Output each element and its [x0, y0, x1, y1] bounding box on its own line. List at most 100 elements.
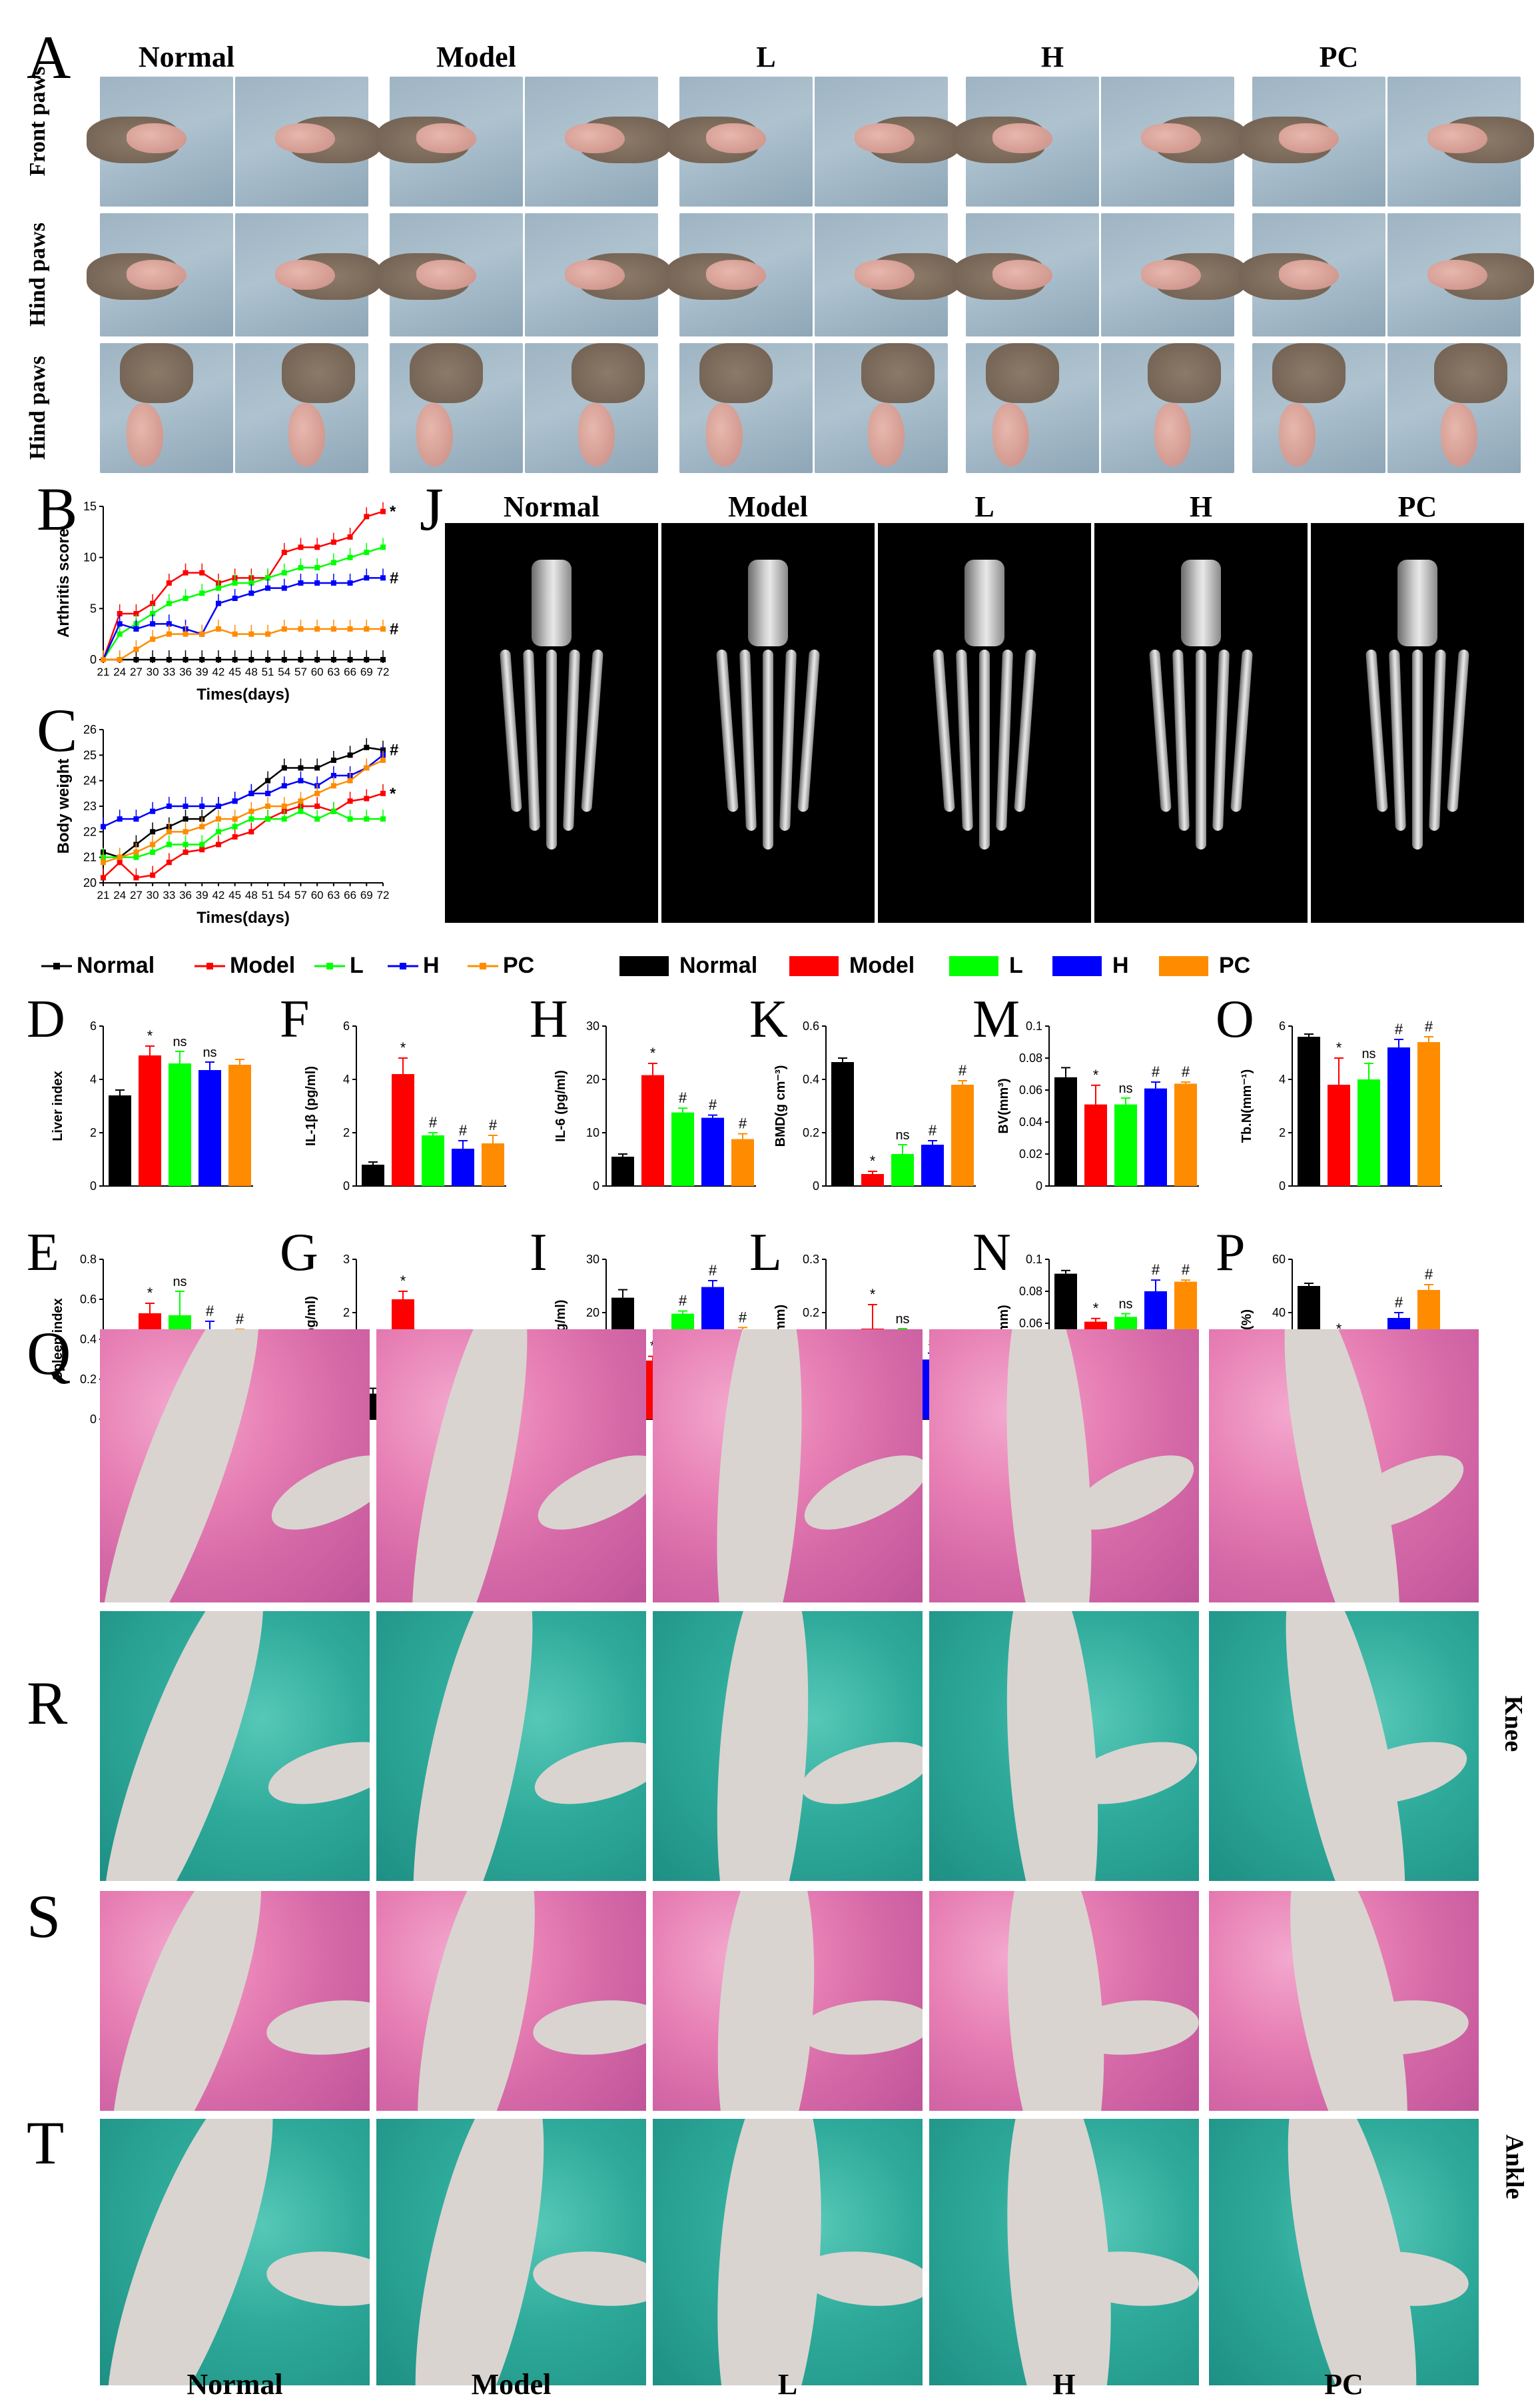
histology-image — [653, 1611, 923, 1881]
row-label-hind-paws-1: Hind paws — [25, 223, 50, 326]
y-tick-label: 30 — [586, 1253, 599, 1266]
data-point — [248, 631, 254, 637]
y-tick-label: 25 — [83, 748, 97, 762]
fur-shape — [861, 343, 935, 403]
metatarsal-bone — [1014, 649, 1036, 812]
fur-shape — [699, 343, 773, 403]
x-tick-label: 33 — [163, 889, 175, 902]
x-tick-label: 63 — [327, 666, 340, 678]
bar-l — [169, 1063, 191, 1186]
paw-shape — [1154, 403, 1191, 466]
significance-mark: # — [1182, 1261, 1190, 1278]
ct-title-l: L — [974, 490, 994, 523]
bar-h — [921, 1145, 944, 1186]
data-point — [265, 631, 271, 637]
legend-swatch-l — [949, 956, 998, 976]
panel-label-l: L — [749, 1223, 782, 1282]
panel-label-e: E — [27, 1223, 59, 1282]
paw-shape — [127, 260, 187, 290]
x-axis-label: Times(days) — [196, 909, 290, 927]
data-point — [347, 752, 353, 758]
joint-space — [389, 2119, 570, 2385]
paw-shape — [275, 123, 335, 153]
paw-photo — [376, 213, 523, 336]
joint-space — [100, 1329, 287, 1602]
data-point — [330, 626, 336, 632]
histology-image — [1209, 1891, 1479, 2111]
panel-label-q: Q — [27, 1319, 71, 1387]
bar-l — [1114, 1104, 1137, 1186]
y-tick-label: 0.06 — [1019, 1317, 1042, 1330]
y-tick-label: 0 — [90, 1179, 97, 1193]
paw-photo — [679, 343, 813, 473]
joint-space — [394, 1891, 559, 2111]
data-point — [298, 580, 304, 586]
histology-image — [1209, 2119, 1479, 2385]
significance-mark: * — [650, 1045, 656, 1061]
series-line-pc — [103, 759, 384, 864]
y-tick-label: 0 — [90, 653, 97, 666]
joint-space — [528, 1440, 646, 1545]
y-tick-label: 40 — [1272, 1306, 1286, 1319]
paw-shape — [1441, 403, 1477, 466]
legend-swatch-normal — [619, 956, 669, 976]
data-point — [166, 842, 172, 848]
data-point — [347, 626, 353, 632]
joint-space — [530, 1995, 646, 2060]
paw-shape — [706, 123, 766, 153]
paw-shape — [1427, 260, 1487, 290]
data-point — [199, 657, 205, 662]
y-tick-label: 10 — [83, 551, 97, 564]
bar-h — [452, 1149, 474, 1186]
data-point — [232, 580, 238, 586]
significance-mark: # — [236, 1311, 244, 1327]
series-line-h — [102, 577, 383, 660]
data-point — [265, 804, 271, 809]
y-tick-label: 0 — [593, 1179, 599, 1193]
paw-photo — [525, 343, 658, 473]
bar-h — [198, 1070, 221, 1186]
bar-normal — [362, 1165, 384, 1186]
y-tick-label: 0.08 — [1019, 1051, 1042, 1065]
metatarsal-bone — [979, 650, 990, 850]
histology-image — [100, 1891, 370, 2111]
paw-photo — [1101, 343, 1234, 473]
group-title-normal: Normal — [138, 41, 235, 73]
panel-label-a: A — [27, 23, 71, 91]
metatarsal-bone — [763, 650, 773, 850]
y-tick-label: 0.2 — [803, 1126, 819, 1139]
significance-mark: * — [390, 503, 396, 521]
significance-mark: # — [679, 1089, 687, 1106]
tarsal-bone — [532, 560, 572, 646]
paw-photo — [1239, 213, 1385, 336]
legend-label-h: H — [423, 953, 440, 978]
bar-normal — [831, 1062, 854, 1186]
paw-shape — [127, 123, 187, 153]
data-point — [248, 808, 254, 814]
joint-space — [388, 1611, 558, 1881]
metatarsal-bone — [716, 649, 739, 812]
paw-shape — [127, 403, 163, 466]
data-point — [298, 657, 304, 662]
significance-mark: # — [390, 569, 398, 587]
data-point — [364, 514, 370, 520]
panel-label-i: I — [530, 1223, 548, 1282]
data-point — [265, 816, 271, 822]
x-tick-label: 60 — [311, 889, 324, 902]
data-point — [380, 790, 386, 796]
ct-title-pc: PC — [1397, 490, 1437, 523]
data-point — [248, 829, 254, 835]
significance-mark: # — [390, 620, 398, 638]
data-point — [183, 570, 189, 576]
metatarsal-bone — [797, 649, 820, 812]
y-tick-label: 0.6 — [80, 1293, 97, 1306]
y-tick-label: 4 — [1279, 1073, 1286, 1086]
y-tick-label: 20 — [83, 876, 97, 890]
data-point — [364, 657, 370, 662]
legend-swatch-model — [789, 956, 839, 976]
panel-label-b: B — [37, 475, 78, 543]
bar-h — [1144, 1088, 1167, 1186]
data-point — [232, 834, 238, 840]
y-tick-label: 2 — [90, 1126, 97, 1139]
significance-mark: # — [206, 1303, 214, 1319]
